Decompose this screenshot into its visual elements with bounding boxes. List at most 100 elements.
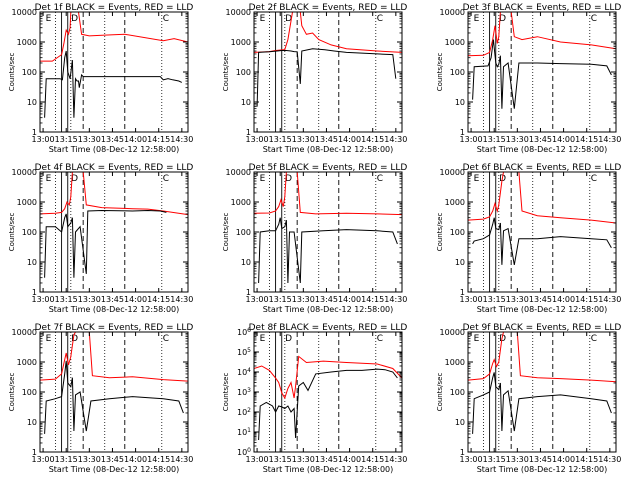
y-tick-label: 1000 [17,198,37,207]
event-marker-e: E [46,334,52,344]
x-tick-label: 14:00 [552,455,575,464]
y-tick-label: 104 [237,367,251,377]
y-tick-label: 10 [241,98,251,107]
y-tick-label: 10000 [12,168,37,177]
y-axis-label: Counts/sec [436,53,444,92]
event-marker-e: E [474,334,480,344]
x-tick-label: 14:15 [575,455,598,464]
x-tick-label: 13:45 [101,295,124,304]
x-tick-label: 13:00 [460,455,483,464]
plot-frame [253,331,403,453]
x-tick-label: 13:15 [55,455,78,464]
panel-det-7: E D C 13:00 13:15 13:30 13:45 14:00 14:15 14:30 1 1… [8,323,193,474]
x-axis-label: Start Time (08-Dec-12 12:58:00) [263,145,394,154]
x-tick-label: 13:15 [483,135,506,144]
x-tick-label: 13:00 [32,295,55,304]
y-tick-label: 10 [455,258,465,267]
x-tick-label: 13:00 [32,135,55,144]
y-axis-label: Counts/sec [222,213,230,252]
x-tick-label: 14:30 [598,295,621,304]
y-axis-label: Counts/sec [222,53,230,92]
panel-det-3: E D C 13:00 13:15 13:30 13:45 14:00 14:15 14:30 1 1… [436,3,621,154]
y-tick-label: 1 [32,448,37,457]
event-marker-d: D [499,14,506,24]
x-tick-label: 13:30 [506,455,529,464]
y-tick-label: 10 [241,258,251,267]
y-tick-label: 100 [450,68,465,77]
x-axis-label: Start Time (08-Dec-12 12:58:00) [477,465,608,474]
y-tick-label: 1 [32,128,37,137]
event-marker-d: D [285,174,292,184]
x-tick-label: 14:00 [338,135,361,144]
x-tick-label: 14:00 [124,295,147,304]
event-marker-c: C [591,334,597,344]
x-tick-label: 13:45 [315,295,338,304]
x-tick-label: 14:30 [170,455,193,464]
event-marker-e: E [260,174,266,184]
series-lld-line [40,332,188,382]
y-tick-label: 100 [22,228,37,237]
x-tick-label: 13:45 [529,455,552,464]
x-tick-label: 13:15 [269,295,292,304]
x-tick-label: 13:30 [78,455,101,464]
x-tick-label: 13:30 [292,295,315,304]
panel-title: Det 3f BLACK = Events, RED = LLD [463,3,622,13]
panel-det-6: E D C13:00 13:15 13:30 13:45 14:00 14:15 14:3011… [436,163,621,314]
x-tick-label: 13:45 [315,135,338,144]
x-axis-label: Start Time (08-Dec-12 12:58:00) [263,465,394,474]
series-events-line [44,50,183,118]
series-events-line [472,372,612,434]
event-marker-e: E [260,14,266,24]
x-tick-label: 14:30 [598,455,621,464]
x-tick-label: 14:00 [124,135,147,144]
series-events-line [256,48,397,107]
y-tick-label: 1000 [231,198,251,207]
panel-title: Det 4f BLACK = Events, RED = LLD [35,163,194,173]
x-tick-label: 13:15 [269,135,292,144]
x-tick-label: 13:30 [506,135,529,144]
y-tick-label: 10 [455,98,465,107]
y-tick-label: 1000 [17,38,37,47]
y-tick-label: 102 [237,407,251,417]
plot-frame [39,171,189,293]
plot-frame [467,331,617,453]
event-marker-c: C [591,174,597,184]
y-axis-label: Counts/sec [436,373,444,412]
x-tick-label: 14:15 [575,295,598,304]
panel-title: Det 2f BLACK = Events, RED = LLD [249,3,408,13]
y-tick-label: 100 [22,388,37,397]
event-marker-d: D [71,334,78,344]
series-lld-line [468,332,616,383]
panel-title: Det 5f BLACK = Events, RED = LLD [249,163,408,173]
panel-title: Det 1f BLACK = Events, RED = LLD [35,3,194,13]
x-tick-label: 13:00 [246,135,269,144]
x-tick-label: 13:45 [101,455,124,464]
panel-det-1: E D C 13:00 13:15 13:30 13:45 14:00 14:15 14:30 1 1… [8,3,193,154]
event-marker-d: D [71,14,78,24]
event-marker-c: C [377,334,383,344]
panel-title: Det 6f BLACK = Events, RED = LLD [463,163,622,173]
x-tick-label: 14:30 [598,135,621,144]
x-axis-label: Start Time (08-Dec-12 12:58:00) [49,305,180,314]
series-events-line [44,209,167,278]
series-events-line [258,368,398,441]
y-tick-label: 100 [22,68,37,77]
series-events-line [258,217,398,284]
series-lld-line [254,12,402,53]
x-axis-label: Start Time (08-Dec-12 12:58:00) [263,305,394,314]
x-tick-label: 13:00 [246,455,269,464]
x-tick-label: 14:30 [170,295,193,304]
panel-title: Det 9f BLACK = Events, RED = LLD [463,323,622,333]
series-events-line [472,217,612,265]
x-tick-label: 13:30 [506,295,529,304]
event-marker-e: E [46,174,52,184]
y-tick-label: 10 [455,418,465,427]
x-tick-label: 14:30 [384,455,407,464]
x-tick-label: 13:15 [483,455,506,464]
x-tick-label: 13:30 [78,295,101,304]
x-tick-label: 14:00 [552,295,575,304]
panel-title: Det 8f BLACK = Events, RED = LLD [249,323,408,333]
panel-det-5: E D C 13:00 13:15 13:30 13:45 14:00 14:15 14:30 1 1… [222,163,407,314]
y-tick-label: 10000 [440,168,465,177]
